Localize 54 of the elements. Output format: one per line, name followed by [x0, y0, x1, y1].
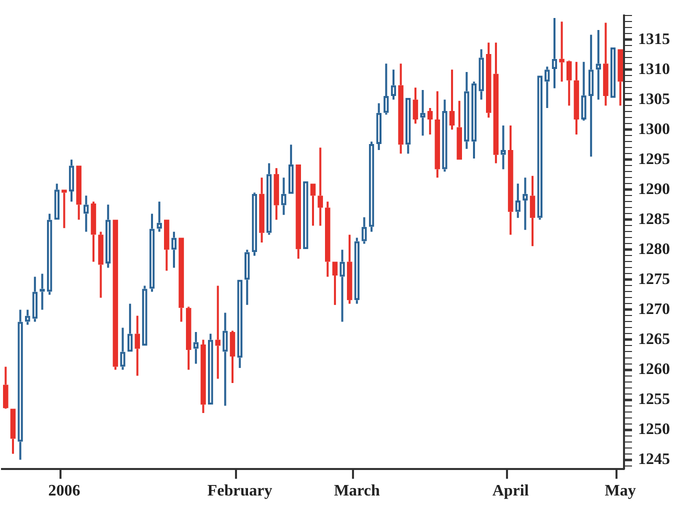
y-tick-label: 1300 [638, 120, 670, 138]
candlestick [230, 330, 236, 384]
candlestick [274, 167, 280, 221]
y-tick-label: 1280 [638, 240, 670, 258]
candlestick [325, 200, 330, 278]
candlestick [318, 146, 323, 227]
x-tick-label: 2006 [48, 482, 80, 500]
y-tick-label: 1310 [638, 60, 670, 78]
y-tick-label: 1260 [638, 360, 670, 378]
candlestick [574, 60, 580, 136]
candlestick [10, 408, 16, 455]
candlestick [427, 107, 433, 136]
candlestick [456, 100, 462, 160]
y-tick-label: 1245 [638, 450, 670, 468]
candlestick [449, 68, 455, 131]
candlestick [493, 42, 499, 164]
candlestick [310, 184, 316, 227]
candlestick [134, 314, 140, 377]
x-tick-label: March [334, 482, 380, 500]
y-tick-label: 1275 [638, 270, 670, 288]
y-tick-label: 1315 [638, 30, 670, 48]
y-tick-label: 1295 [638, 150, 670, 168]
candlestick [412, 86, 418, 125]
candlestick [434, 90, 440, 179]
y-tick-label: 1250 [638, 420, 670, 438]
candlestick [259, 176, 264, 244]
candlestick [76, 166, 82, 221]
y-tick-label: 1270 [638, 300, 670, 318]
candlestick [186, 306, 192, 371]
x-tick-label: May [604, 482, 636, 500]
y-tick-label: 1265 [638, 330, 670, 348]
candlestick [90, 200, 96, 263]
candlestick [200, 338, 206, 414]
candlestick [603, 22, 608, 107]
candlestick [112, 220, 118, 371]
candlestick [215, 284, 221, 380]
y-tick-label: 1285 [638, 210, 670, 228]
y-tick-label: 1255 [638, 390, 670, 408]
x-tick-label: April [492, 482, 530, 500]
candlestick [332, 262, 338, 306]
candlestick [398, 62, 404, 155]
candlestick [346, 234, 352, 305]
candlestick [486, 42, 492, 119]
y-tick-label: 1290 [638, 180, 670, 198]
y-tick-label: 1305 [638, 90, 670, 108]
x-tick-label: February [207, 482, 272, 500]
candlestick [98, 230, 104, 299]
candlestick [559, 20, 564, 83]
candlestick [62, 190, 67, 230]
candlestick [508, 124, 514, 236]
candlestick [530, 174, 536, 248]
candlestick [178, 238, 184, 323]
candlestick [618, 49, 623, 107]
candlestick [164, 220, 170, 272]
